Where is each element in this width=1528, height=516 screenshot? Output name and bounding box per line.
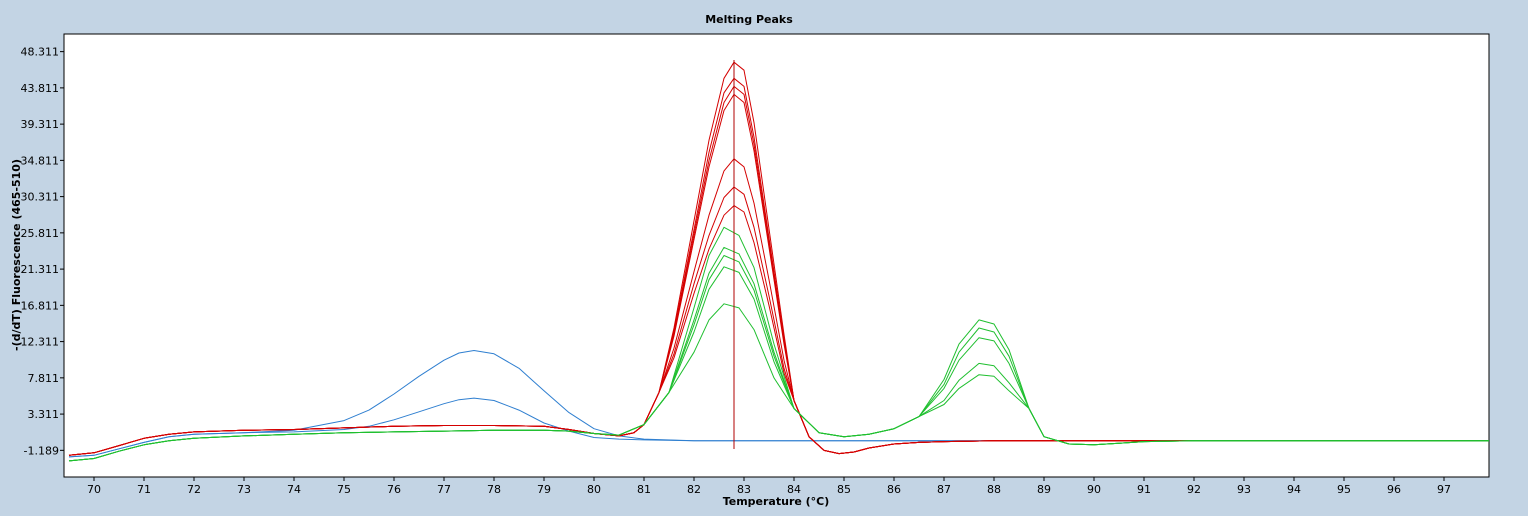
x-tick-label-10: 80 xyxy=(587,483,601,496)
x-tick-label-11: 81 xyxy=(637,483,651,496)
chart-title: Melting Peaks xyxy=(705,13,793,26)
x-tick-label-2: 72 xyxy=(187,483,201,496)
x-tick-label-9: 79 xyxy=(537,483,551,496)
x-tick-label-0: 70 xyxy=(87,483,101,496)
y-tick-label-8: 34.811 xyxy=(21,154,60,167)
x-tick-label-20: 90 xyxy=(1087,483,1101,496)
x-tick-label-7: 77 xyxy=(437,483,451,496)
y-tick-label-6: 25.811 xyxy=(21,227,60,240)
series-line-8 xyxy=(68,205,1489,456)
y-tick-label-5: 21.311 xyxy=(21,263,60,276)
y-axis: -1.189 3.311 7.811 12.311 16.811 21.311 25.811… xyxy=(21,46,64,457)
x-tick-label-8: 78 xyxy=(487,483,501,496)
x-tick-label-23: 93 xyxy=(1237,483,1251,496)
x-tick-label-12: 82 xyxy=(687,483,701,496)
x-tick-label-26: 96 xyxy=(1387,483,1401,496)
x-tick-label-5: 75 xyxy=(337,483,351,496)
x-tick-label-16: 86 xyxy=(887,483,901,496)
x-tick-label-24: 94 xyxy=(1287,483,1301,496)
x-tick-label-27: 97 xyxy=(1437,483,1451,496)
y-tick-label-3: 12.311 xyxy=(21,336,60,349)
series-layer xyxy=(68,61,1489,462)
y-tick-label-7: 30.311 xyxy=(21,191,60,204)
y-tick-label-0: -1.189 xyxy=(24,444,59,457)
x-tick-label-14: 84 xyxy=(787,483,801,496)
x-tick-label-15: 85 xyxy=(837,483,851,496)
series-line-1 xyxy=(68,397,1169,458)
x-tick-label-6: 76 xyxy=(387,483,401,496)
x-tick-label-18: 88 xyxy=(987,483,1001,496)
x-axis: 70 71 72 73 74 75 76 77 78 79 80 81 82 83 84 85 86 87 88 89… xyxy=(87,477,1451,496)
y-tick-label-10: 43.811 xyxy=(21,82,60,95)
x-axis-title: Temperature (°C) xyxy=(723,495,830,508)
y-axis-title: -(d/dT) Fluorescence (465-510) xyxy=(10,159,23,351)
x-tick-label-19: 89 xyxy=(1037,483,1051,496)
y-tick-label-2: 7.811 xyxy=(28,372,60,385)
y-tick-label-11: 48.311 xyxy=(21,46,60,59)
x-tick-label-1: 71 xyxy=(137,483,151,496)
y-tick-label-4: 16.811 xyxy=(21,299,60,312)
y-tick-label-9: 39.311 xyxy=(21,118,60,131)
x-tick-label-17: 87 xyxy=(937,483,951,496)
plot-area xyxy=(63,33,1490,478)
x-tick-label-25: 95 xyxy=(1337,483,1351,496)
x-tick-label-4: 74 xyxy=(287,483,301,496)
x-tick-label-21: 91 xyxy=(1137,483,1151,496)
x-tick-label-13: 83 xyxy=(737,483,751,496)
x-tick-label-22: 92 xyxy=(1187,483,1201,496)
series-line-13 xyxy=(68,303,1489,462)
x-tick-label-3: 73 xyxy=(237,483,251,496)
y-tick-label-1: 3.311 xyxy=(28,408,60,421)
